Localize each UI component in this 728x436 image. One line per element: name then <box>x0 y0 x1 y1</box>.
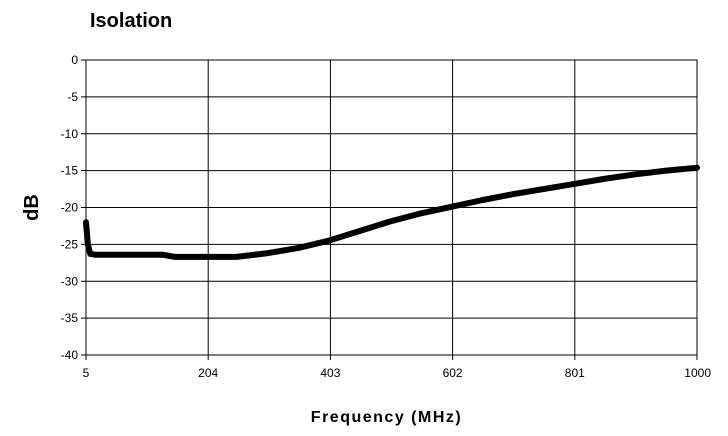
x-tick-label: 204 <box>198 366 218 380</box>
y-tick-label: -10 <box>61 127 79 141</box>
y-tick-label: -35 <box>61 311 79 325</box>
x-tick-label: 801 <box>565 366 585 380</box>
x-tick-label: 5 <box>83 366 90 380</box>
y-tick-label: -30 <box>61 274 79 288</box>
x-tick-label: 403 <box>320 366 340 380</box>
y-axis-label: dB <box>21 194 43 221</box>
x-axis-label: Frequency (MHz) <box>311 409 462 426</box>
series-layer <box>83 164 700 260</box>
x-tick-label: 1000 <box>684 366 711 380</box>
x-axis-ticks: 5 204 403 602 801 1000 <box>83 355 711 380</box>
y-tick-label: -40 <box>61 348 79 362</box>
y-axis-ticks: 0 -5 -10 -15 -20 -25 -30 -35 -40 <box>61 53 86 362</box>
y-tick-label: 0 <box>71 53 78 67</box>
y-tick-label: -20 <box>61 201 79 215</box>
grid-lines <box>85 59 698 356</box>
x-tick-label: 602 <box>443 366 463 380</box>
y-tick-label: -15 <box>61 164 79 178</box>
y-tick-label: -25 <box>61 237 79 251</box>
chart-title: Isolation <box>90 10 172 32</box>
series-line <box>83 164 700 260</box>
y-tick-label: -5 <box>67 90 78 104</box>
